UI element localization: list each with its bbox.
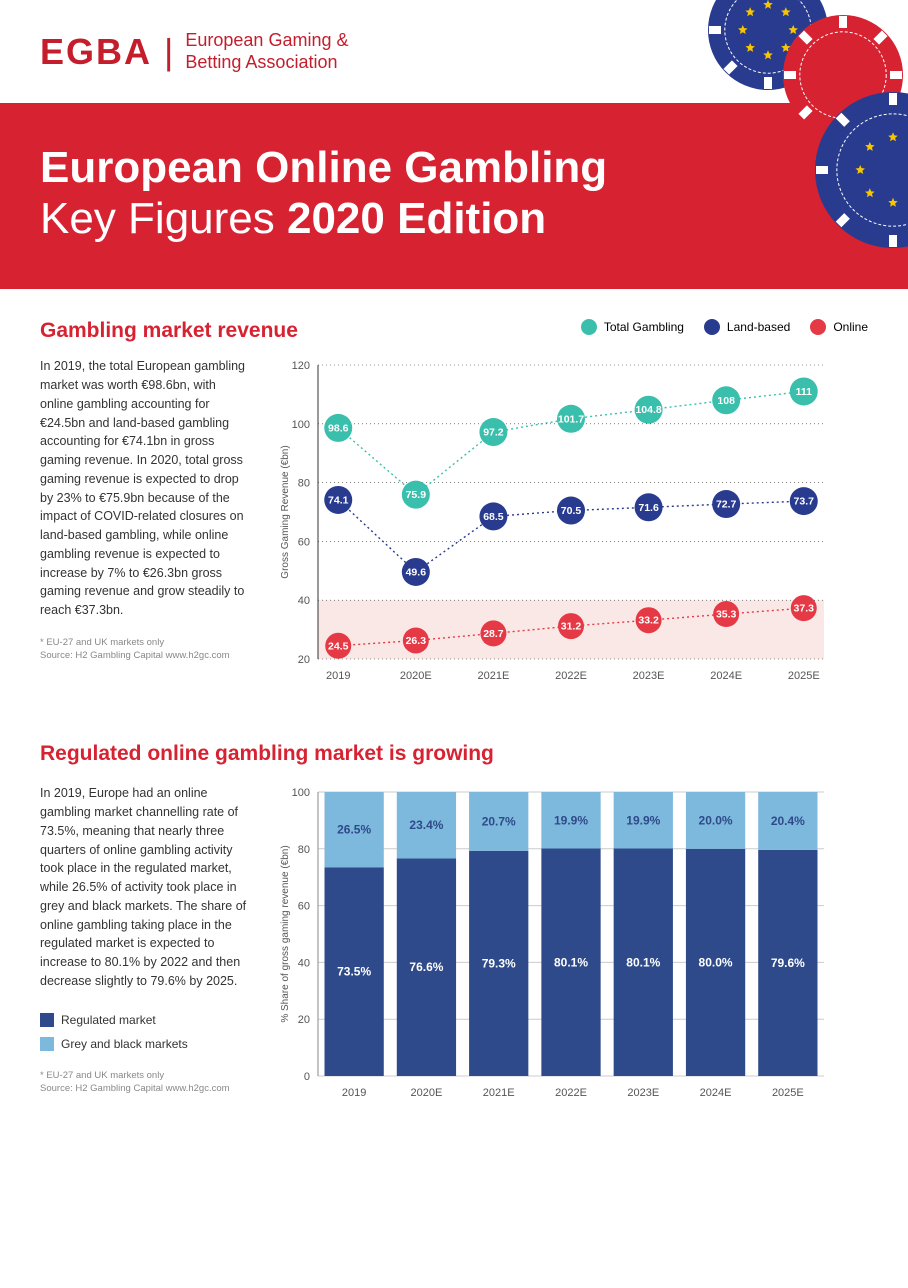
svg-text:2024E: 2024E [700, 1087, 732, 1099]
svg-text:2025E: 2025E [788, 670, 820, 682]
svg-text:2025E: 2025E [772, 1087, 804, 1099]
svg-text:37.3: 37.3 [794, 603, 815, 615]
svg-text:31.2: 31.2 [561, 621, 582, 633]
svg-text:2021E: 2021E [483, 1087, 515, 1099]
svg-text:79.3%: 79.3% [482, 957, 516, 971]
svg-text:70.5: 70.5 [561, 505, 582, 517]
svg-text:100: 100 [292, 419, 310, 431]
chart1-legend: Total Gambling Land-based Online [581, 319, 868, 335]
svg-text:2023E: 2023E [627, 1087, 659, 1099]
footnote2a: * EU-27 and UK markets only [40, 1069, 250, 1082]
svg-text:20.7%: 20.7% [482, 815, 516, 829]
svg-text:97.2: 97.2 [483, 427, 504, 439]
svg-text:19.9%: 19.9% [626, 814, 660, 828]
footnote1b: Source: H2 Gambling Capital www.h2gc.com [40, 649, 250, 662]
svg-text:20: 20 [298, 654, 310, 666]
chart1-container: 20 40 60 80 100 120 Gross Gaming Revenue (€bn)… [274, 357, 868, 692]
section-regulated-market: Regulated online gambling market is grow… [0, 712, 908, 1129]
svg-text:2020E: 2020E [400, 670, 432, 682]
footnote2b: Source: H2 Gambling Capital www.h2gc.com [40, 1082, 250, 1095]
svg-text:73.7: 73.7 [794, 496, 815, 508]
title-line2a: Key Figures [40, 194, 287, 243]
svg-text:23.4%: 23.4% [409, 819, 443, 833]
svg-text:120: 120 [292, 360, 310, 372]
svg-text:2020E: 2020E [411, 1087, 443, 1099]
svg-text:72.7: 72.7 [716, 499, 737, 511]
svg-text:2021E: 2021E [478, 670, 510, 682]
svg-text:20.0%: 20.0% [699, 814, 733, 828]
svg-text:2022E: 2022E [555, 1087, 587, 1099]
svg-text:80: 80 [298, 844, 310, 856]
svg-text:98.6: 98.6 [328, 423, 349, 435]
svg-text:19.9%: 19.9% [554, 814, 588, 828]
section2-body: In 2019, Europe had an online gambling m… [40, 784, 250, 990]
legend-item: Grey and black markets [40, 1035, 250, 1053]
svg-text:111: 111 [796, 386, 813, 398]
svg-text:35.3: 35.3 [716, 609, 737, 621]
regulated-bar-chart: 0 20 40 60 80 100 % Share of gross gaming reve… [274, 784, 834, 1104]
decorative-chips [668, 0, 908, 260]
svg-text:104.8: 104.8 [635, 405, 661, 417]
svg-text:26.5%: 26.5% [337, 823, 371, 837]
chart2-container: 0 20 40 60 80 100 % Share of gross gaming reve… [274, 784, 868, 1109]
svg-text:73.5%: 73.5% [337, 965, 371, 979]
svg-text:60: 60 [298, 537, 310, 549]
svg-text:28.7: 28.7 [483, 628, 504, 640]
section2-title: Regulated online gambling market is grow… [40, 742, 868, 766]
svg-text:40: 40 [298, 596, 310, 608]
legend-item: Regulated market [40, 1011, 250, 1029]
svg-text:33.2: 33.2 [638, 615, 659, 627]
svg-text:2019: 2019 [342, 1087, 366, 1099]
section-market-revenue: Gambling market revenue Total Gambling La… [0, 289, 908, 712]
logo-main: EGBA [40, 31, 152, 73]
legend-item: Total Gambling [581, 319, 684, 335]
revenue-line-chart: 20 40 60 80 100 120 Gross Gaming Revenue (€bn)… [274, 357, 834, 687]
svg-text:100: 100 [292, 787, 310, 799]
legend-item: Online [810, 319, 868, 335]
svg-text:80.1%: 80.1% [554, 956, 588, 970]
svg-text:108: 108 [717, 395, 735, 407]
svg-text:80.1%: 80.1% [626, 956, 660, 970]
svg-text:2022E: 2022E [555, 670, 587, 682]
svg-text:80: 80 [298, 478, 310, 490]
svg-text:% Share of gross gaming revenu: % Share of gross gaming revenue (€bn) [280, 846, 291, 1023]
svg-text:80.0%: 80.0% [699, 956, 733, 970]
svg-text:20: 20 [298, 1015, 310, 1027]
svg-text:0: 0 [304, 1071, 310, 1083]
svg-text:20.4%: 20.4% [771, 814, 805, 828]
svg-text:2019: 2019 [326, 670, 350, 682]
section2-footnote: * EU-27 and UK markets only Source: H2 G… [40, 1069, 250, 1096]
logo-line1: European Gaming & [185, 30, 348, 52]
svg-text:75.9: 75.9 [406, 490, 427, 502]
svg-text:26.3: 26.3 [406, 635, 427, 647]
svg-text:60: 60 [298, 901, 310, 913]
svg-text:40: 40 [298, 958, 310, 970]
footnote1a: * EU-27 and UK markets only [40, 636, 250, 649]
chart2-legend: Regulated market Grey and black markets [40, 1011, 250, 1053]
svg-text:71.6: 71.6 [638, 502, 659, 514]
svg-text:2024E: 2024E [710, 670, 742, 682]
title-line2b: 2020 Edition [287, 194, 546, 243]
title-line1: European Online Gambling [40, 143, 607, 192]
section1-text: In 2019, the total European gambling mar… [40, 357, 250, 692]
section2-text: In 2019, Europe had an online gambling m… [40, 784, 250, 1109]
svg-text:101.7: 101.7 [558, 414, 584, 426]
legend-item: Land-based [704, 319, 790, 335]
section1-title: Gambling market revenue [40, 319, 298, 343]
section1-body: In 2019, the total European gambling mar… [40, 357, 250, 620]
svg-text:24.5: 24.5 [328, 641, 349, 653]
svg-text:76.6%: 76.6% [409, 961, 443, 975]
svg-text:2023E: 2023E [633, 670, 665, 682]
section1-footnote: * EU-27 and UK markets only Source: H2 G… [40, 636, 250, 663]
svg-text:79.6%: 79.6% [771, 956, 805, 970]
svg-text:74.1: 74.1 [328, 495, 349, 507]
logo-divider: | [164, 31, 173, 73]
svg-text:68.5: 68.5 [483, 511, 504, 523]
logo-line2: Betting Association [185, 52, 348, 74]
svg-text:Gross Gaming Revenue (€bn): Gross Gaming Revenue (€bn) [280, 446, 291, 579]
svg-text:49.6: 49.6 [406, 567, 427, 579]
logo-subtitle: European Gaming & Betting Association [185, 30, 348, 73]
